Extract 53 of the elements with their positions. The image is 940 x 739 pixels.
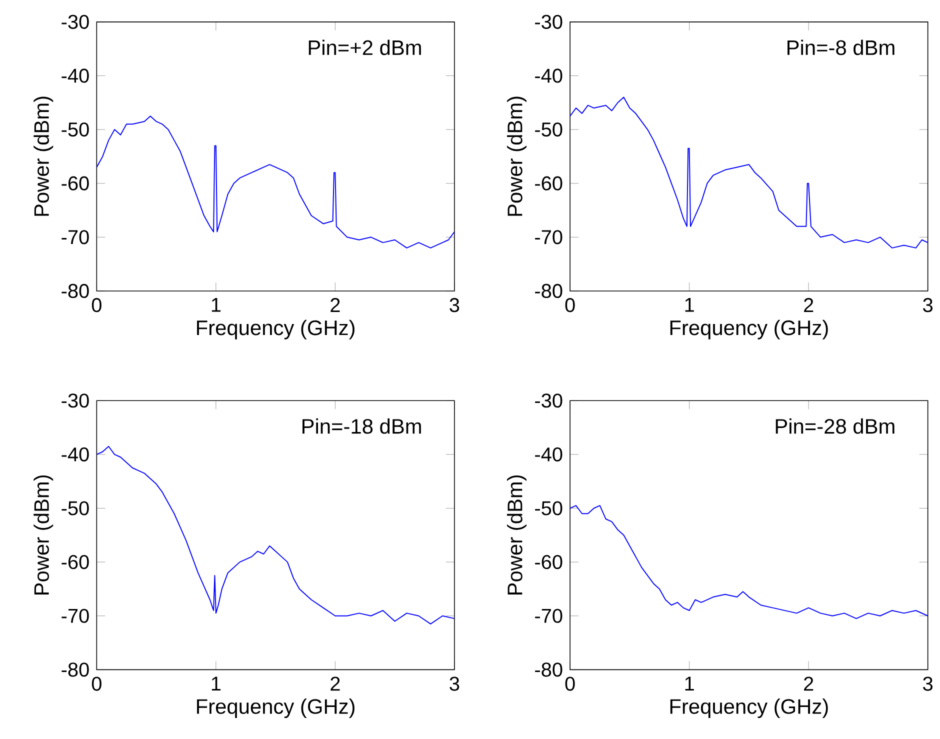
y-tick-label: -70 — [535, 230, 562, 244]
y-tick-label: -30 — [62, 14, 89, 29]
y-axis-title: Power (dBm) — [34, 475, 54, 594]
x-tick-label: 1 — [212, 676, 221, 690]
x-tick-label: 1 — [212, 298, 221, 312]
y-tick-label: -60 — [62, 554, 89, 569]
y-tick-label: -40 — [535, 447, 562, 462]
x-tick-label: 0 — [565, 298, 575, 312]
y-tick-label: -60 — [535, 176, 562, 190]
x-tick-label: 1 — [685, 676, 694, 690]
y-tick-label: -30 — [535, 14, 562, 29]
annotation: Pin=-8 dBm — [788, 40, 894, 55]
x-tick-label: 2 — [804, 676, 814, 690]
x-axis-title: Frequency (GHz) — [197, 320, 354, 340]
x-tick-label: 3 — [450, 676, 460, 691]
y-tick-label: -70 — [62, 230, 89, 244]
y-axis-title: Power (dBm) — [34, 96, 54, 216]
x-tick-label: 0 — [92, 676, 102, 691]
y-tick-label: -50 — [62, 500, 89, 516]
y-tick-label: -80 — [62, 284, 89, 298]
annotation: Pin=-28 dBm — [776, 418, 894, 434]
y-tick-label: -70 — [62, 608, 89, 623]
y-tick-label: -70 — [535, 608, 562, 623]
annotation: Pin=+2 dBm — [308, 40, 421, 55]
x-tick-label: 3 — [450, 298, 460, 312]
x-tick-label: 3 — [923, 676, 933, 691]
y-tick-label: -40 — [62, 68, 89, 83]
y-tick-label: -60 — [62, 176, 89, 190]
x-tick-label: 2 — [330, 298, 340, 312]
y-tick-label: -30 — [62, 393, 89, 408]
y-tick-label: -50 — [535, 122, 562, 136]
line-series — [570, 96, 928, 248]
y-tick-label: -60 — [535, 554, 562, 569]
annotation: Pin=-18 dBm — [302, 418, 421, 434]
x-tick-label: 0 — [565, 676, 575, 691]
y-tick-label: -50 — [535, 500, 562, 516]
y-tick-label: -80 — [535, 662, 562, 677]
y-tick-label: -40 — [62, 447, 89, 462]
y-tick-label: -30 — [535, 393, 562, 408]
y-axis-title: Power (dBm) — [507, 475, 527, 594]
x-axis-title: Frequency (GHz) — [670, 320, 828, 340]
x-tick-label: 1 — [685, 298, 694, 312]
x-axis-title: Frequency (GHz) — [197, 698, 354, 718]
x-tick-label: 3 — [923, 298, 933, 312]
x-tick-label: 0 — [92, 298, 102, 312]
y-tick-label: -80 — [535, 284, 562, 298]
x-tick-label: 2 — [804, 298, 814, 312]
y-tick-label: -50 — [62, 122, 89, 136]
y-tick-label: -40 — [535, 68, 562, 83]
x-axis-title: Frequency (GHz) — [670, 698, 828, 718]
y-tick-label: -80 — [62, 662, 89, 677]
x-tick-label: 2 — [330, 676, 340, 690]
y-axis-title: Power (dBm) — [507, 96, 527, 216]
